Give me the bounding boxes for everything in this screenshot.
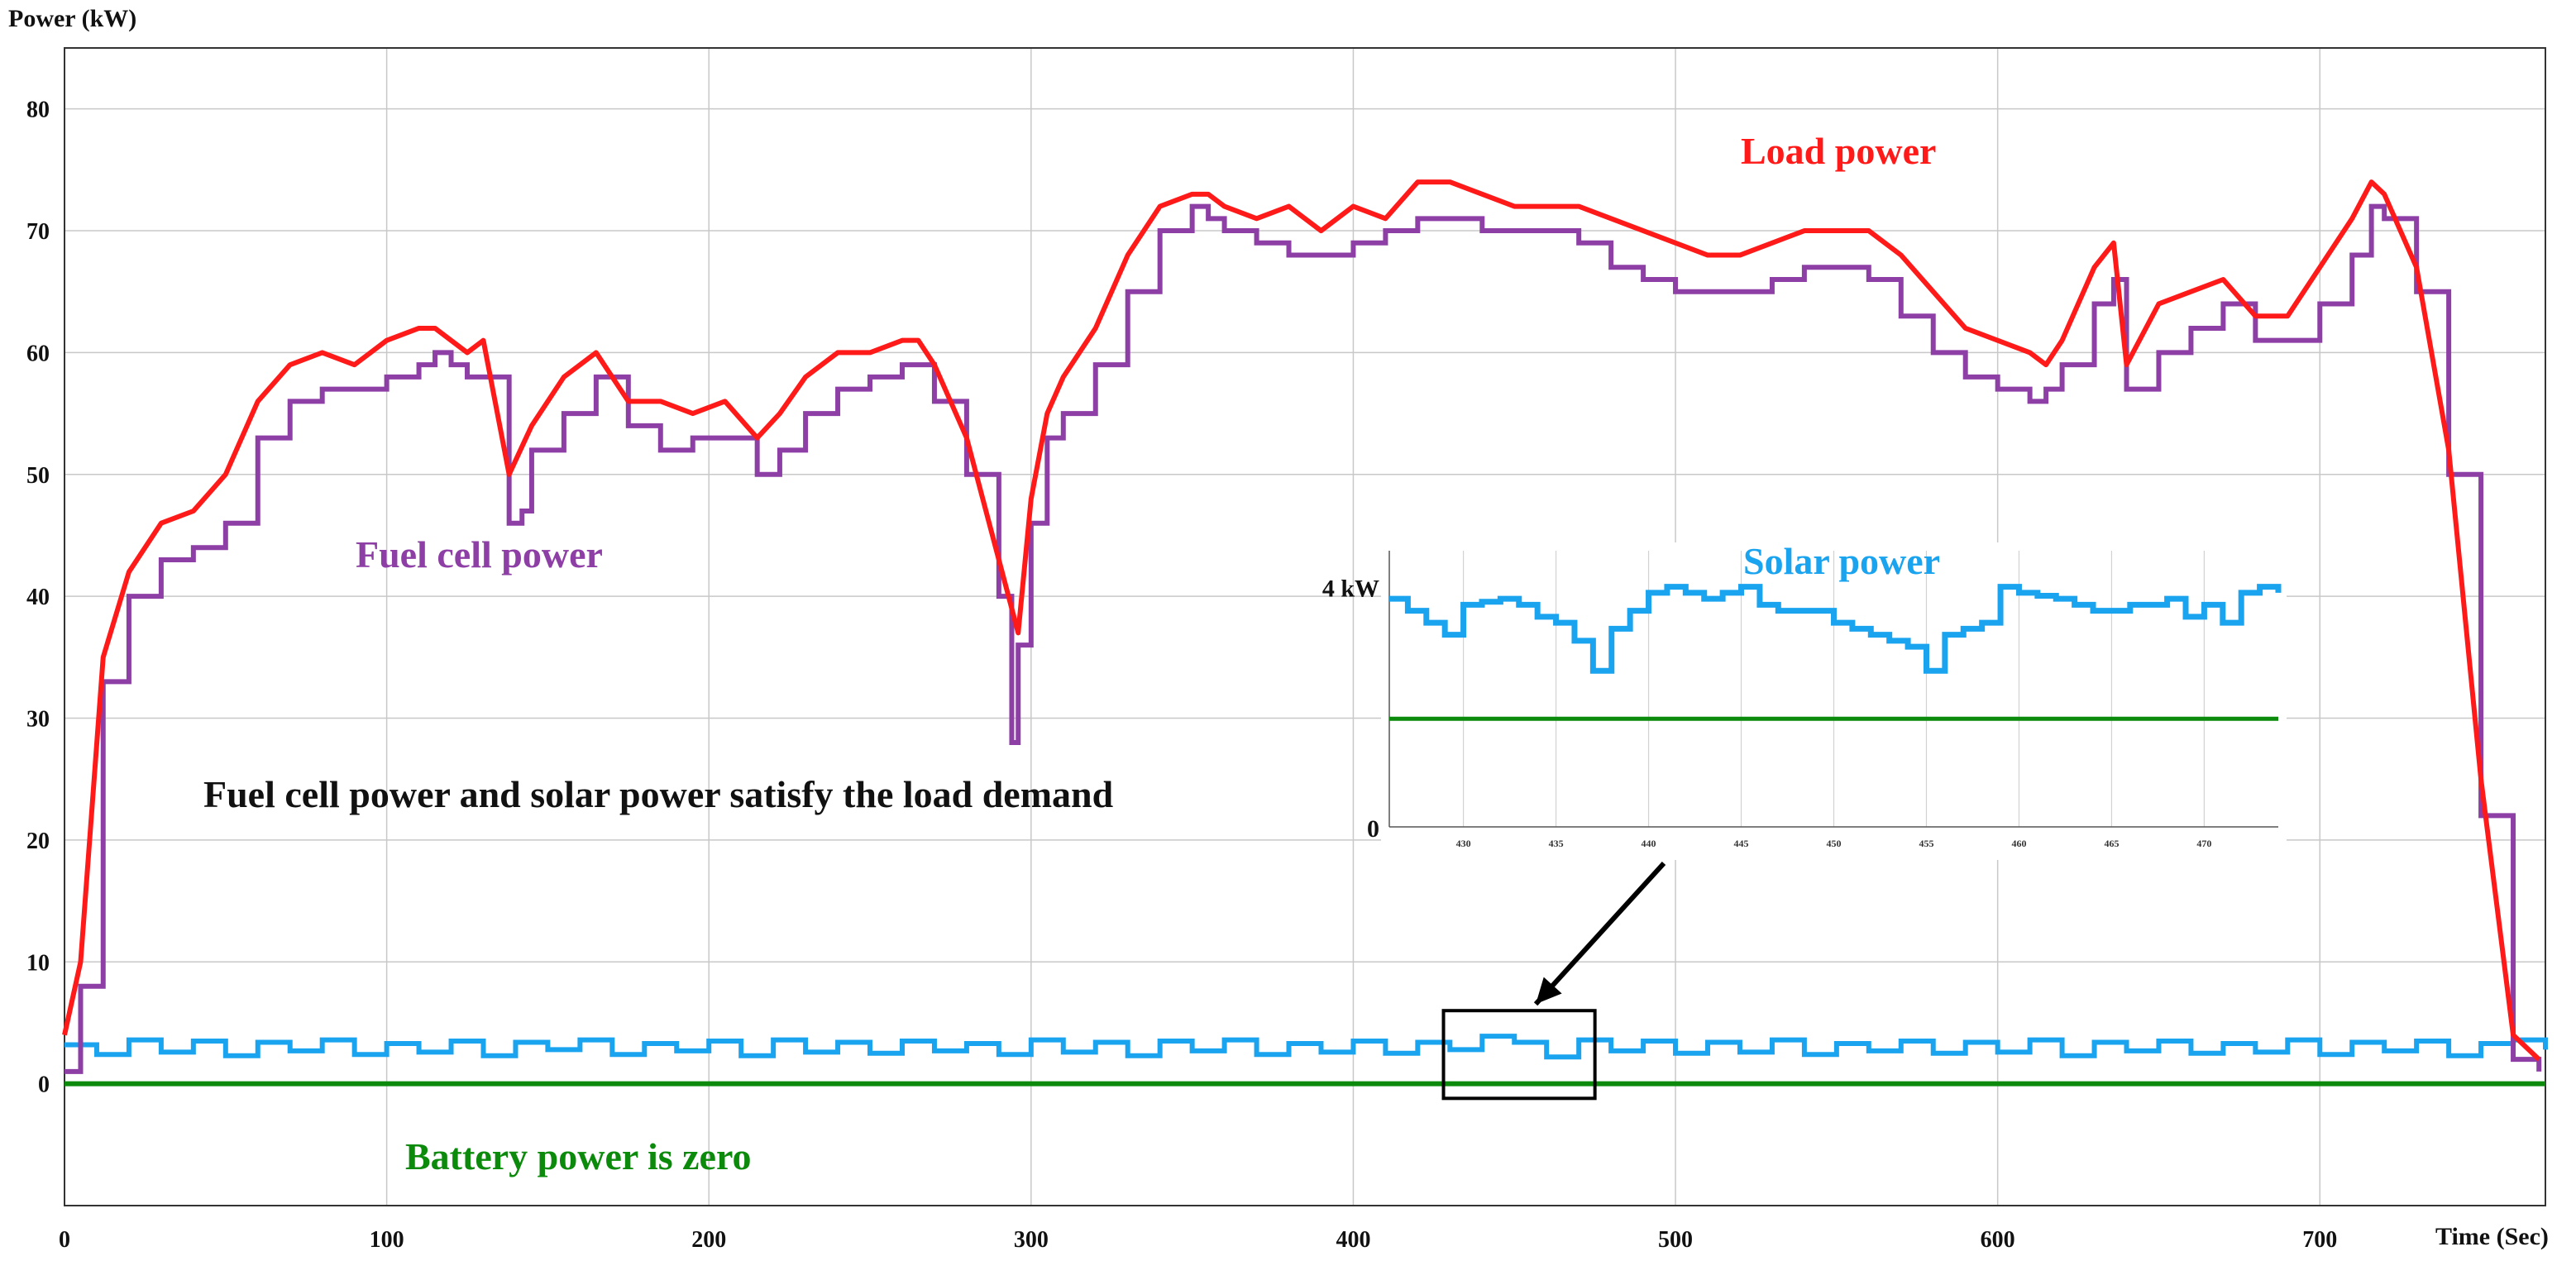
annotations: Power (kW) Time (Sec) Load power Fuel ce… — [8, 5, 2549, 1250]
inset-x-tick-label: 450 — [1827, 838, 1842, 849]
inset-x-tick-label: 440 — [1642, 838, 1656, 849]
fuel-cell-power-label: Fuel cell power — [356, 533, 603, 576]
y-tick-label: 20 — [26, 829, 50, 854]
inset-y-tick-label: 0 — [1367, 815, 1379, 843]
inset-x-tick-label: 460 — [2011, 838, 2026, 849]
inset-solar-line — [1389, 584, 2282, 674]
y-tick-label: 60 — [26, 341, 50, 366]
y-ticks: 0 10 20 30 40 50 60 70 80 — [26, 98, 50, 1098]
x-tick-label: 200 — [691, 1227, 726, 1253]
zoom-arrow — [1533, 861, 1666, 1006]
x-tick-label: 700 — [2302, 1227, 2337, 1253]
inset-x-tick-label: 430 — [1456, 838, 1471, 849]
inset-x-tick-label: 435 — [1549, 838, 1564, 849]
inset-x-tick-label: 445 — [1734, 838, 1749, 849]
load-power-line — [62, 179, 2541, 1062]
y-tick-label: 70 — [26, 219, 50, 245]
y-tick-label: 40 — [26, 585, 50, 610]
inset-x-tick-label: 465 — [2104, 838, 2119, 849]
inset-x-tick-label: 470 — [2196, 838, 2211, 849]
x-tick-label: 100 — [370, 1227, 404, 1253]
y-axis-label: Power (kW) — [8, 5, 136, 32]
x-ticks: 0 100 200 300 400 500 600 700 — [59, 1227, 2337, 1253]
x-tick-label: 600 — [1981, 1227, 2015, 1253]
zoom-highlight-box — [1441, 1009, 1597, 1101]
series-group — [62, 179, 2548, 1101]
load-power-label: Load power — [1741, 130, 1936, 172]
x-tick-label: 500 — [1658, 1227, 1693, 1253]
x-tick-label: 300 — [1014, 1227, 1049, 1253]
x-axis-label: Time (Sec) — [2435, 1223, 2549, 1250]
solar-power-label: Solar power — [1743, 540, 1940, 582]
load-demand-note: Fuel cell power and solar power satisfy … — [203, 773, 1114, 815]
zoom-arrow-head — [1536, 977, 1562, 1005]
y-tick-label: 30 — [26, 707, 50, 733]
y-tick-label: 0 — [38, 1072, 50, 1098]
solar-power-line — [65, 1034, 2548, 1060]
y-tick-label: 10 — [26, 950, 50, 976]
inset-y-tick-label: 4 kW — [1322, 576, 1379, 603]
plot-frame — [64, 47, 2546, 1206]
y-tick-label: 80 — [26, 98, 50, 123]
battery-power-label: Battery power is zero — [405, 1135, 752, 1177]
x-tick-label: 400 — [1336, 1227, 1370, 1253]
inset-x-tick-label: 455 — [1919, 838, 1933, 849]
fuel-cell-power-line — [65, 203, 2542, 1074]
x-tick-label: 0 — [59, 1227, 70, 1253]
inset-plot: 430 435 440 445 450 455 460 465 470 0 4 kW — [1322, 542, 2287, 860]
y-tick-label: 50 — [26, 463, 50, 489]
